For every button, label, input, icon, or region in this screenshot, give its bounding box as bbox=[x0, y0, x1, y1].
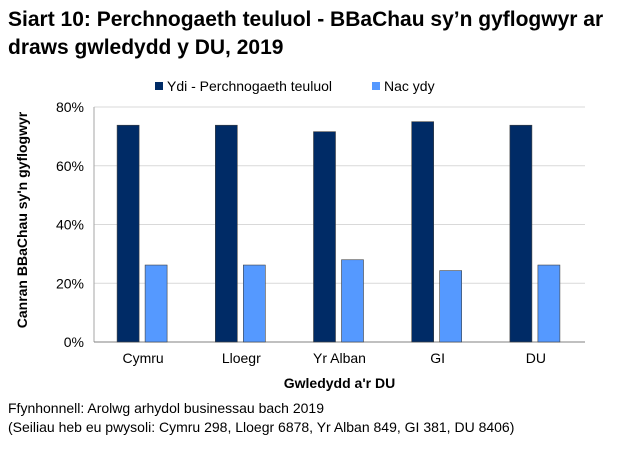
bar-ydi bbox=[411, 121, 435, 343]
y-tick-label: 60% bbox=[56, 158, 84, 174]
y-tick-label: 40% bbox=[56, 217, 84, 233]
bar-ydi bbox=[313, 131, 336, 343]
x-tick-label: Yr Alban bbox=[313, 350, 366, 366]
x-tick-label: Lloegr bbox=[222, 350, 261, 366]
x-tick-label: GI bbox=[430, 350, 445, 366]
source-note: Ffynhonnell: Arolwg arhydol businessau b… bbox=[8, 399, 514, 437]
bar-nac-ydy bbox=[243, 264, 266, 343]
legend-swatch bbox=[155, 82, 163, 90]
x-tick-label: Cymru bbox=[122, 350, 163, 366]
bar-nac-ydy bbox=[439, 270, 463, 343]
y-tick-label: 20% bbox=[56, 275, 84, 291]
x-axis-label: Gwledydd a'r DU bbox=[283, 375, 396, 391]
chart-title: Siart 10: Perchnogaeth teuluol - BBaChau… bbox=[8, 8, 604, 59]
x-tick-label: DU bbox=[526, 350, 546, 366]
bar-nac-ydy bbox=[537, 264, 561, 343]
legend-swatch bbox=[372, 82, 380, 90]
legend-label: Nac ydy bbox=[384, 78, 435, 94]
bar-ydi bbox=[215, 124, 238, 343]
bar-nac-ydy bbox=[144, 264, 168, 343]
source-text: Ffynhonnell: Arolwg arhydol businessau b… bbox=[8, 400, 324, 416]
legend-item-ydi: Ydi - Perchnogaeth teuluol bbox=[155, 78, 332, 94]
y-tick-label: 80% bbox=[56, 99, 84, 115]
bar-nac-ydy bbox=[341, 259, 364, 343]
legend-item-nac-ydy: Nac ydy bbox=[372, 78, 435, 94]
legend-label: Ydi - Perchnogaeth teuluol bbox=[167, 78, 332, 94]
y-tick-label: 0% bbox=[64, 334, 84, 350]
bar-ydi bbox=[509, 124, 533, 343]
sample-note: (Seiliau heb eu pwysoli: Cymru 298, Lloe… bbox=[8, 419, 515, 435]
bar-ydi bbox=[116, 124, 140, 343]
